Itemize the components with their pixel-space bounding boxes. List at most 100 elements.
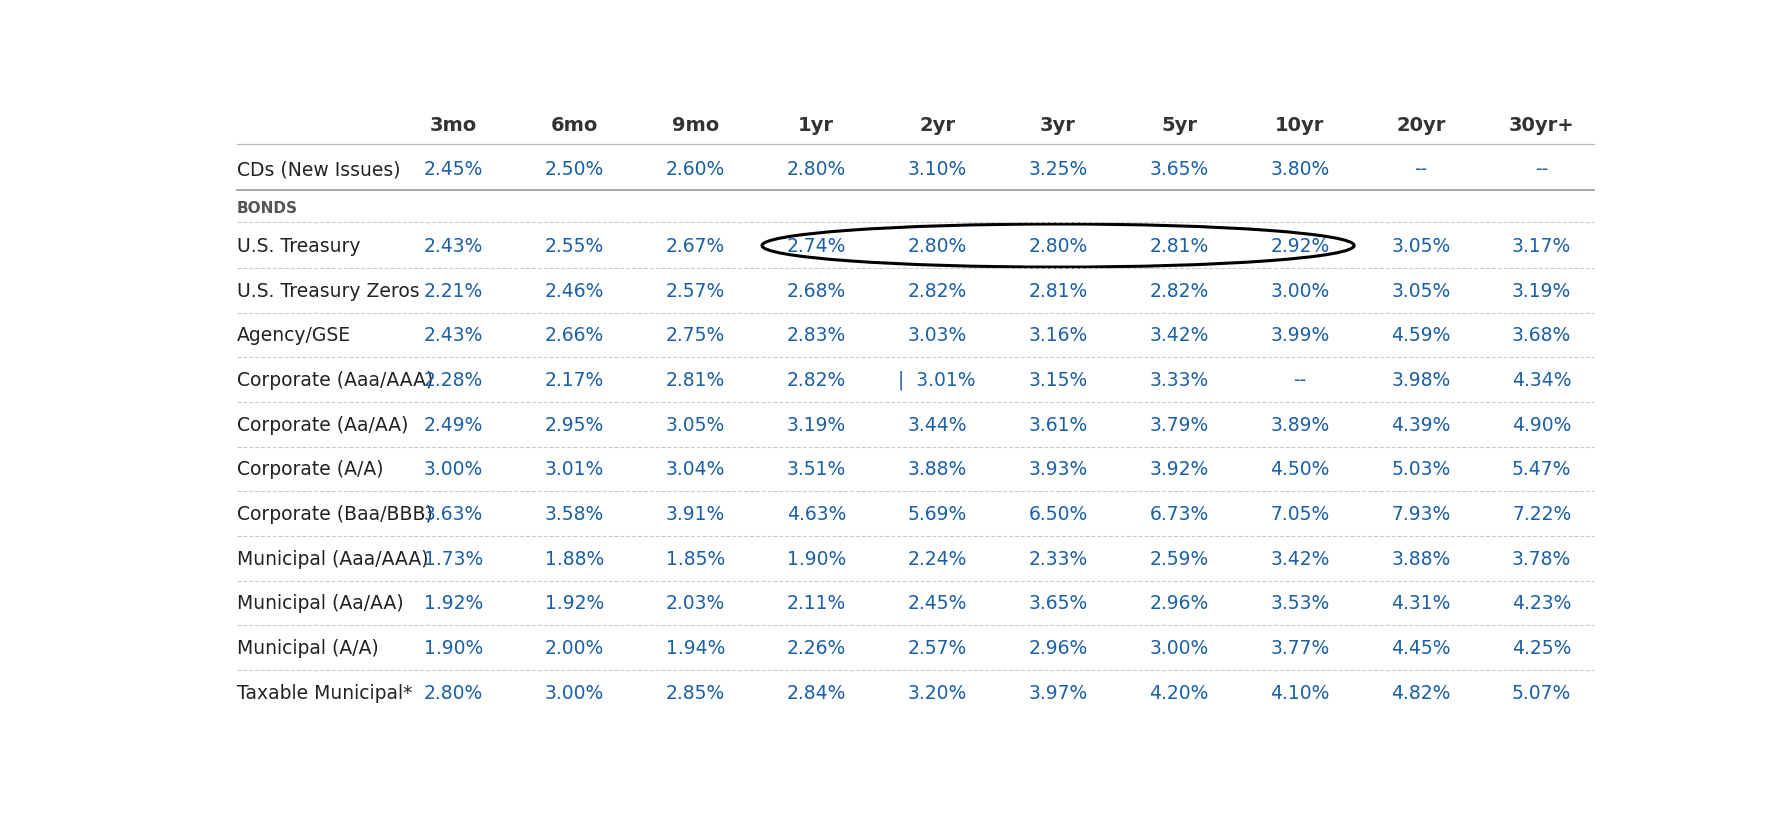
Text: 3.92%: 3.92%	[1148, 460, 1209, 479]
Text: 2.17%: 2.17%	[545, 371, 603, 389]
Text: 2.46%: 2.46%	[545, 282, 603, 301]
Text: Municipal (Aa/AA): Municipal (Aa/AA)	[237, 594, 402, 613]
Text: 4.34%: 4.34%	[1511, 371, 1570, 389]
Text: 1.92%: 1.92%	[424, 594, 482, 613]
Text: 30yr+: 30yr+	[1508, 116, 1574, 135]
Text: |  3.01%: | 3.01%	[897, 370, 975, 390]
Text: 2.57%: 2.57%	[908, 638, 967, 657]
Text: 2.82%: 2.82%	[787, 371, 846, 389]
Text: 2.03%: 2.03%	[666, 594, 724, 613]
Text: 3.17%: 3.17%	[1511, 237, 1570, 256]
Text: 2.80%: 2.80%	[1027, 237, 1088, 256]
Text: 2.49%: 2.49%	[424, 415, 482, 434]
Text: --: --	[1413, 160, 1426, 179]
Text: 2.21%: 2.21%	[424, 282, 482, 301]
Text: 3.58%: 3.58%	[545, 504, 603, 523]
Text: Corporate (Baa/BBB): Corporate (Baa/BBB)	[237, 504, 433, 523]
Text: 4.23%: 4.23%	[1511, 594, 1570, 613]
Text: 6.73%: 6.73%	[1148, 504, 1209, 523]
Text: 10yr: 10yr	[1274, 116, 1324, 135]
Text: 3mo: 3mo	[429, 116, 477, 135]
Text: U.S. Treasury Zeros: U.S. Treasury Zeros	[237, 282, 418, 301]
Text: BONDS: BONDS	[237, 200, 297, 215]
Text: 2.83%: 2.83%	[787, 326, 846, 345]
Text: 3.53%: 3.53%	[1269, 594, 1328, 613]
Text: 5yr: 5yr	[1161, 116, 1196, 135]
Text: 3.97%: 3.97%	[1027, 683, 1088, 702]
Text: --: --	[1292, 371, 1307, 389]
Text: 9mo: 9mo	[671, 116, 719, 135]
Text: 2.82%: 2.82%	[908, 282, 967, 301]
Text: 2.80%: 2.80%	[787, 160, 846, 179]
Text: 4.90%: 4.90%	[1511, 415, 1570, 434]
Text: 4.63%: 4.63%	[787, 504, 846, 523]
Text: 3.15%: 3.15%	[1027, 371, 1088, 389]
Text: 2.45%: 2.45%	[908, 594, 967, 613]
Text: 3.65%: 3.65%	[1027, 594, 1088, 613]
Text: 3.03%: 3.03%	[908, 326, 967, 345]
Text: 20yr: 20yr	[1396, 116, 1445, 135]
Text: 3.00%: 3.00%	[1269, 282, 1328, 301]
Text: 2.28%: 2.28%	[424, 371, 482, 389]
Text: 3.93%: 3.93%	[1027, 460, 1088, 479]
Text: 3.05%: 3.05%	[666, 415, 724, 434]
Text: 3.65%: 3.65%	[1148, 160, 1209, 179]
Text: 2.59%: 2.59%	[1148, 549, 1209, 568]
Text: 2yr: 2yr	[918, 116, 954, 135]
Text: 4.20%: 4.20%	[1148, 683, 1209, 702]
Text: Corporate (A/A): Corporate (A/A)	[237, 460, 383, 479]
Text: Agency/GSE: Agency/GSE	[237, 326, 351, 345]
Text: 4.31%: 4.31%	[1390, 594, 1449, 613]
Text: 2.85%: 2.85%	[666, 683, 724, 702]
Text: 1.88%: 1.88%	[545, 549, 603, 568]
Text: 4.82%: 4.82%	[1390, 683, 1449, 702]
Text: 7.05%: 7.05%	[1269, 504, 1328, 523]
Text: 2.80%: 2.80%	[424, 683, 482, 702]
Text: 6.50%: 6.50%	[1027, 504, 1088, 523]
Text: 4.59%: 4.59%	[1390, 326, 1449, 345]
Text: 1.90%: 1.90%	[424, 638, 482, 657]
Text: 3.01%: 3.01%	[545, 460, 603, 479]
Text: 3.68%: 3.68%	[1511, 326, 1570, 345]
Text: 2.95%: 2.95%	[545, 415, 603, 434]
Text: 2.81%: 2.81%	[1148, 237, 1209, 256]
Text: Municipal (A/A): Municipal (A/A)	[237, 638, 377, 657]
Text: 2.43%: 2.43%	[424, 237, 482, 256]
Text: 3.20%: 3.20%	[908, 683, 967, 702]
Text: 3.79%: 3.79%	[1148, 415, 1209, 434]
Text: 2.55%: 2.55%	[545, 237, 603, 256]
Text: 2.43%: 2.43%	[424, 326, 482, 345]
Text: 2.57%: 2.57%	[666, 282, 724, 301]
Text: Municipal (Aaa/AAA): Municipal (Aaa/AAA)	[237, 549, 427, 568]
Text: 2.00%: 2.00%	[545, 638, 603, 657]
Text: 3.05%: 3.05%	[1390, 237, 1449, 256]
Text: 1.90%: 1.90%	[787, 549, 846, 568]
Text: 3yr: 3yr	[1040, 116, 1075, 135]
Text: 3.19%: 3.19%	[1511, 282, 1570, 301]
Text: 3.88%: 3.88%	[1390, 549, 1449, 568]
Text: U.S. Treasury: U.S. Treasury	[237, 237, 360, 256]
Text: 5.47%: 5.47%	[1511, 460, 1570, 479]
Text: 3.77%: 3.77%	[1269, 638, 1328, 657]
Text: 3.19%: 3.19%	[787, 415, 846, 434]
Text: 3.42%: 3.42%	[1269, 549, 1330, 568]
Text: 3.33%: 3.33%	[1148, 371, 1209, 389]
Text: 3.05%: 3.05%	[1390, 282, 1449, 301]
Text: 4.50%: 4.50%	[1269, 460, 1330, 479]
Text: 2.50%: 2.50%	[545, 160, 603, 179]
Text: Corporate (Aa/AA): Corporate (Aa/AA)	[237, 415, 408, 434]
Text: 2.75%: 2.75%	[666, 326, 724, 345]
Text: 3.63%: 3.63%	[424, 504, 482, 523]
Text: 2.24%: 2.24%	[908, 549, 967, 568]
Text: 2.66%: 2.66%	[545, 326, 603, 345]
Text: 2.81%: 2.81%	[666, 371, 724, 389]
Text: 3.44%: 3.44%	[908, 415, 967, 434]
Text: CDs (New Issues): CDs (New Issues)	[237, 160, 400, 179]
Text: 2.82%: 2.82%	[1148, 282, 1209, 301]
Text: 1.94%: 1.94%	[666, 638, 724, 657]
Text: 3.00%: 3.00%	[424, 460, 482, 479]
Text: 4.10%: 4.10%	[1269, 683, 1330, 702]
Text: 3.00%: 3.00%	[1148, 638, 1209, 657]
Text: 3.25%: 3.25%	[1027, 160, 1088, 179]
Text: 2.74%: 2.74%	[787, 237, 846, 256]
